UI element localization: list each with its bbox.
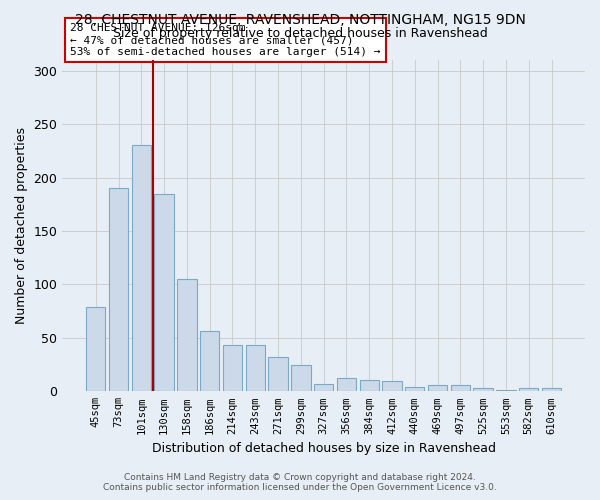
Bar xyxy=(542,388,561,392)
Bar xyxy=(451,385,470,392)
Bar xyxy=(314,384,334,392)
Bar xyxy=(337,378,356,392)
Text: Contains HM Land Registry data © Crown copyright and database right 2024.
Contai: Contains HM Land Registry data © Crown c… xyxy=(103,473,497,492)
Bar xyxy=(496,390,515,392)
Bar xyxy=(405,387,424,392)
X-axis label: Distribution of detached houses by size in Ravenshead: Distribution of detached houses by size … xyxy=(152,442,496,455)
Bar xyxy=(382,380,402,392)
Bar xyxy=(473,388,493,392)
Bar xyxy=(109,188,128,392)
Text: 28, CHESTNUT AVENUE, RAVENSHEAD, NOTTINGHAM, NG15 9DN: 28, CHESTNUT AVENUE, RAVENSHEAD, NOTTING… xyxy=(74,12,526,26)
Text: 28 CHESTNUT AVENUE: 126sqm
← 47% of detached houses are smaller (457)
53% of sem: 28 CHESTNUT AVENUE: 126sqm ← 47% of deta… xyxy=(70,24,380,56)
Bar xyxy=(291,364,311,392)
Bar xyxy=(154,194,174,392)
Y-axis label: Number of detached properties: Number of detached properties xyxy=(15,127,28,324)
Bar xyxy=(428,385,447,392)
Bar xyxy=(200,332,220,392)
Bar xyxy=(519,388,538,392)
Bar xyxy=(223,346,242,392)
Bar xyxy=(359,380,379,392)
Bar xyxy=(177,279,197,392)
Bar xyxy=(131,146,151,392)
Text: Size of property relative to detached houses in Ravenshead: Size of property relative to detached ho… xyxy=(113,28,487,40)
Bar xyxy=(245,346,265,392)
Bar xyxy=(268,357,288,392)
Bar xyxy=(86,307,106,392)
